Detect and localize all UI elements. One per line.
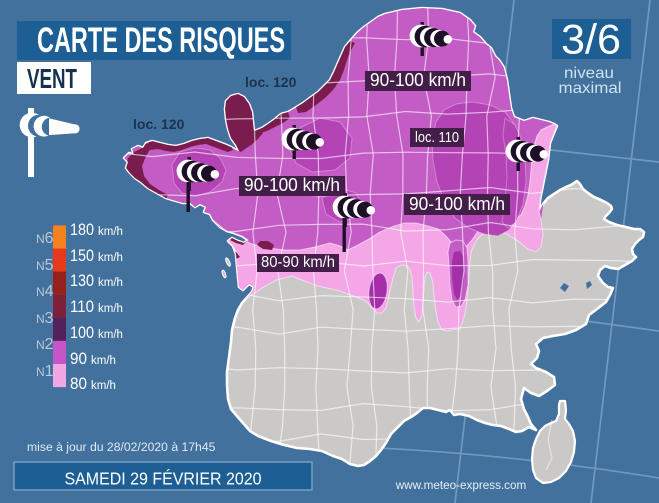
svg-text:km/h: km/h	[98, 252, 123, 264]
svg-text:80: 80	[70, 374, 87, 393]
svg-text:100: 100	[70, 323, 94, 342]
svg-text:90-100 km/h: 90-100 km/h	[244, 175, 340, 195]
svg-text:loc. 120: loc. 120	[245, 74, 297, 90]
svg-text:N2: N2	[36, 336, 54, 353]
svg-text:180: 180	[70, 220, 94, 239]
svg-text:km/h: km/h	[98, 277, 123, 289]
svg-text:loc. 110: loc. 110	[415, 129, 459, 146]
svg-text:VENT: VENT	[27, 63, 77, 94]
svg-text:maximal: maximal	[559, 80, 622, 97]
svg-text:km/h: km/h	[98, 329, 123, 341]
svg-text:90-100 km/h: 90-100 km/h	[409, 194, 505, 214]
svg-text:N3: N3	[36, 310, 54, 327]
svg-text:110: 110	[70, 297, 94, 316]
svg-text:loc. 120: loc. 120	[133, 116, 185, 132]
svg-text:N5: N5	[36, 257, 54, 274]
svg-text:km/h: km/h	[98, 226, 123, 238]
svg-text:km/h: km/h	[98, 303, 123, 315]
svg-text:km/h: km/h	[91, 380, 116, 392]
svg-text:km/h: km/h	[91, 355, 116, 367]
svg-text:150: 150	[70, 246, 94, 265]
svg-text:N1: N1	[36, 363, 54, 380]
svg-text:3/6: 3/6	[561, 16, 621, 63]
svg-text:90-100 km/h: 90-100 km/h	[370, 70, 466, 90]
svg-text:130: 130	[70, 271, 94, 290]
svg-text:CARTE DES RISQUES: CARTE DES RISQUES	[37, 21, 285, 60]
svg-text:80-90 km/h: 80-90 km/h	[261, 254, 335, 271]
svg-text:niveau: niveau	[564, 65, 614, 82]
svg-text:www.meteo-express.com: www.meteo-express.com	[395, 479, 527, 492]
svg-text:mise à jour du 28/02/2020 à 17: mise à jour du 28/02/2020 à 17h45	[27, 440, 216, 454]
svg-text:SAMEDI 29 FÉVRIER 2020: SAMEDI 29 FÉVRIER 2020	[65, 469, 262, 489]
svg-text:90: 90	[70, 349, 87, 368]
svg-text:N4: N4	[36, 283, 54, 300]
svg-text:N6: N6	[36, 230, 54, 247]
